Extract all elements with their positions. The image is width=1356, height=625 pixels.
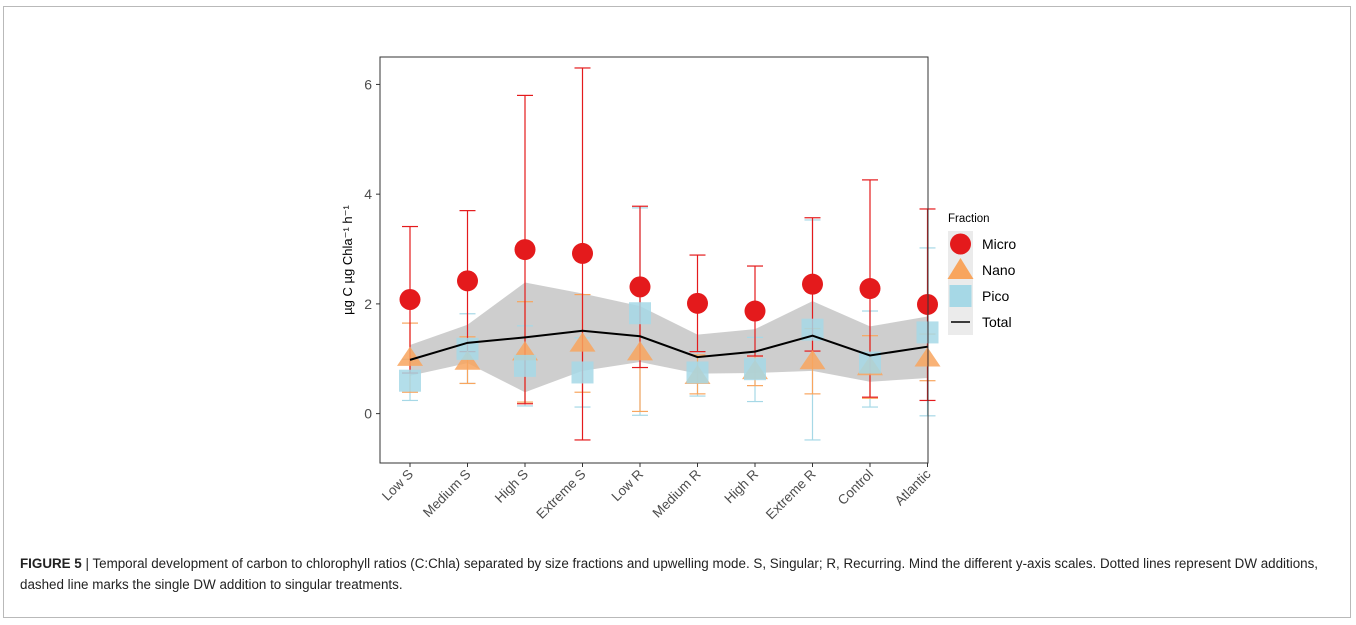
- pico-point: [686, 361, 709, 384]
- plot-panel-border: [379, 56, 929, 464]
- legend-title: Fraction: [948, 213, 990, 225]
- micro-point: [744, 300, 766, 322]
- x-tick-label: Low R: [608, 466, 646, 504]
- total-legend-label: Total: [982, 314, 1012, 330]
- pico-point: [801, 318, 824, 341]
- nano-point: [799, 349, 826, 370]
- caption-text: | Temporal development of carbon to chlo…: [20, 556, 1319, 592]
- y-tick-label: 2: [364, 296, 372, 312]
- errorbar-layer: [402, 67, 936, 441]
- micro-point: [802, 273, 823, 295]
- micro-point: [859, 278, 881, 300]
- micro-point: [687, 292, 708, 314]
- micro-legend-label: Micro: [982, 236, 1016, 252]
- micro-legend-symbol: [950, 233, 971, 255]
- total-ribbon: [410, 282, 928, 393]
- point-layer: [397, 239, 941, 392]
- y-tick-label: 6: [364, 76, 372, 92]
- pico-point: [571, 361, 594, 384]
- legend: Fraction Micro Nano Pico Total: [947, 213, 1016, 335]
- caption-label: FIGURE 5: [20, 556, 82, 571]
- x-tick-label: Extreme S: [533, 467, 588, 522]
- nano-point: [569, 332, 596, 352]
- y-tick-label: 4: [364, 186, 372, 202]
- pico-point: [514, 354, 536, 377]
- pico-point: [744, 358, 766, 381]
- pico-point: [399, 369, 421, 392]
- micro-point: [514, 239, 536, 261]
- micro-point: [629, 276, 651, 298]
- x-tick-label: Control: [835, 467, 876, 508]
- x-tick-label: Extreme R: [763, 466, 819, 522]
- total-line: [409, 329, 928, 361]
- x-tick-label: High S: [492, 467, 531, 506]
- y-axis-label: µg C µg Chla⁻¹ h⁻¹: [340, 205, 355, 315]
- pico-point: [859, 351, 881, 374]
- pico-point: [629, 302, 651, 325]
- x-tick-label: Atlantic: [892, 466, 934, 508]
- nano-point: [454, 350, 481, 370]
- pico-point: [456, 337, 479, 360]
- micro-point: [572, 242, 593, 264]
- pico-legend-label: Pico: [982, 288, 1009, 304]
- x-tick-label: Low S: [379, 467, 416, 504]
- x-tick-label: Medium S: [420, 467, 474, 521]
- micro-point: [399, 289, 421, 311]
- pico-legend-symbol: [949, 285, 972, 307]
- micro-point: [457, 270, 478, 292]
- nano-legend-symbol: [947, 258, 974, 279]
- axes: 0 2 4 6 Low S Medium S High S Extreme S Low R Med…: [364, 76, 934, 522]
- nano-legend-label: Nano: [982, 262, 1016, 278]
- x-tick-label: Medium R: [650, 466, 704, 520]
- nano-point: [397, 346, 423, 366]
- x-tick-label: High R: [721, 466, 761, 506]
- figure-caption: FIGURE 5 | Temporal development of carbo…: [20, 553, 1336, 595]
- nano-point: [627, 341, 653, 361]
- figure-frame: [3, 6, 1351, 618]
- total-ribbon-layer: [410, 282, 928, 393]
- y-tick-label: 0: [364, 406, 372, 422]
